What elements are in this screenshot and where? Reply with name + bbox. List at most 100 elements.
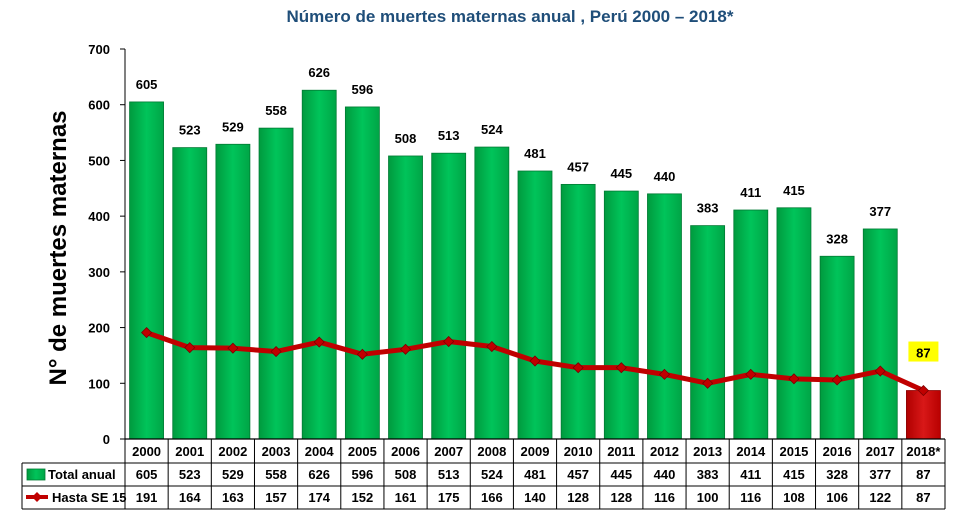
bar-value-label: 596 (352, 82, 374, 97)
legend-label-se15: Hasta SE 15 (52, 490, 126, 505)
line-point (658, 368, 671, 380)
y-tick-label: 0 (103, 432, 110, 447)
bar-data-labels: 605 523 529 558 626 596 508 513 524 481 457 445 440 3… (136, 65, 939, 362)
table-cell-se15: 166 (481, 490, 503, 505)
table-cell-total: 508 (395, 467, 417, 482)
y-tick-label: 200 (88, 321, 110, 336)
bar-value-label: 626 (308, 65, 330, 80)
line-series (141, 327, 929, 397)
bar-value-label: 411 (740, 185, 761, 200)
table-cell-se15: 157 (265, 490, 287, 505)
table-cell-total: 415 (783, 467, 805, 482)
line-point (529, 355, 541, 367)
bar-value-label: 529 (222, 119, 244, 134)
bar (560, 183, 596, 440)
x-tick-label: 2006 (391, 444, 420, 459)
bar-value-label: 558 (265, 103, 287, 118)
x-tick-label: 2008 (477, 444, 506, 459)
table-cell-se15: 116 (654, 490, 675, 505)
line-point (874, 365, 886, 377)
table-cell-se15: 152 (352, 490, 374, 505)
x-tick-label: 2015 (779, 444, 808, 459)
x-tick-label: 2001 (175, 444, 204, 459)
bar-value-label: 415 (783, 183, 805, 198)
table-cell-total: 529 (222, 467, 244, 482)
table-cell-se15: 164 (179, 490, 201, 505)
bar-value-label: 481 (524, 146, 546, 161)
x-tick-label: 2013 (693, 444, 722, 459)
line-point (184, 342, 196, 354)
bar (733, 209, 769, 440)
bar (690, 225, 726, 440)
bar (647, 193, 682, 440)
x-tick-label: 2007 (434, 444, 463, 459)
line-point (572, 362, 584, 374)
line-point (702, 377, 714, 389)
y-tick-label: 400 (88, 209, 110, 224)
annotation-highlight (908, 341, 939, 362)
bar-value-label: 445 (610, 166, 632, 181)
bar-value-label: 524 (481, 122, 503, 137)
table-cell-se15: 128 (610, 490, 632, 505)
x-tick-label: 2018* (906, 444, 941, 459)
bar (215, 143, 251, 440)
table-cell-total: 626 (308, 467, 330, 482)
bar-value-label: 440 (654, 169, 676, 184)
x-tick-label: 2010 (564, 444, 593, 459)
table-cell-total: 523 (179, 467, 201, 482)
x-tick-label: 2011 (607, 444, 635, 459)
line-point (615, 362, 627, 374)
bar-value-label: 328 (826, 231, 848, 246)
bar (862, 228, 898, 440)
bar-value-label: 508 (395, 131, 417, 146)
line-point (831, 374, 843, 386)
x-tick-label: 2017 (866, 444, 895, 459)
y-tick-label: 600 (88, 98, 110, 113)
table-cell-se15: 128 (567, 490, 589, 505)
x-tick-label: 2009 (521, 444, 550, 459)
table-cell-se15: 87 (916, 490, 930, 505)
bar (474, 146, 510, 440)
table-cell-total: 328 (826, 467, 848, 482)
table-cell-se15: 140 (524, 490, 546, 505)
table-cell-se15: 175 (438, 490, 460, 505)
table-cell-se15: 108 (783, 490, 805, 505)
bar (129, 101, 164, 440)
y-tick-label: 100 (88, 376, 110, 391)
table-cell-se15: 122 (869, 490, 891, 505)
table-cell-total: 440 (654, 467, 676, 482)
legend-key-bar (26, 468, 46, 481)
table-cell-se15: 100 (697, 490, 719, 505)
table-cell-se15: 174 (308, 490, 330, 505)
bar-value-label: 523 (179, 123, 201, 138)
bar (517, 170, 553, 440)
y-tick-label: 500 (88, 153, 110, 168)
bar (431, 152, 467, 440)
table-cell-total: 383 (697, 467, 719, 482)
x-tick-label: 2003 (262, 444, 291, 459)
bar-series (129, 89, 941, 440)
legend-key-marker (32, 492, 42, 502)
y-tick-label: 700 (88, 42, 110, 57)
bar-value-label: 605 (136, 77, 158, 92)
table-cell-se15: 163 (222, 490, 244, 505)
line-point (313, 336, 325, 348)
bar (819, 255, 855, 440)
table-cell-se15: 106 (826, 490, 848, 505)
table-cell-total: 558 (265, 467, 287, 482)
x-tick-label: 2014 (736, 444, 766, 459)
bar (388, 155, 423, 440)
bar (776, 207, 812, 440)
table-cell-se15: 161 (395, 490, 417, 505)
annotation-label: 87 (916, 346, 930, 361)
bar (906, 390, 941, 440)
table-cell-total: 411 (740, 467, 761, 482)
bar (344, 106, 380, 440)
bar (258, 127, 294, 440)
data-table: 2000 2001 2002 2003 2004 2005 2006 2007 2008 2009… (21, 438, 946, 510)
y-axis-label: N° de muertes maternas (45, 110, 72, 385)
table-cell-se15: 191 (136, 490, 158, 505)
bar-value-label: 513 (438, 128, 460, 143)
x-tick-label: 2004 (305, 444, 335, 459)
